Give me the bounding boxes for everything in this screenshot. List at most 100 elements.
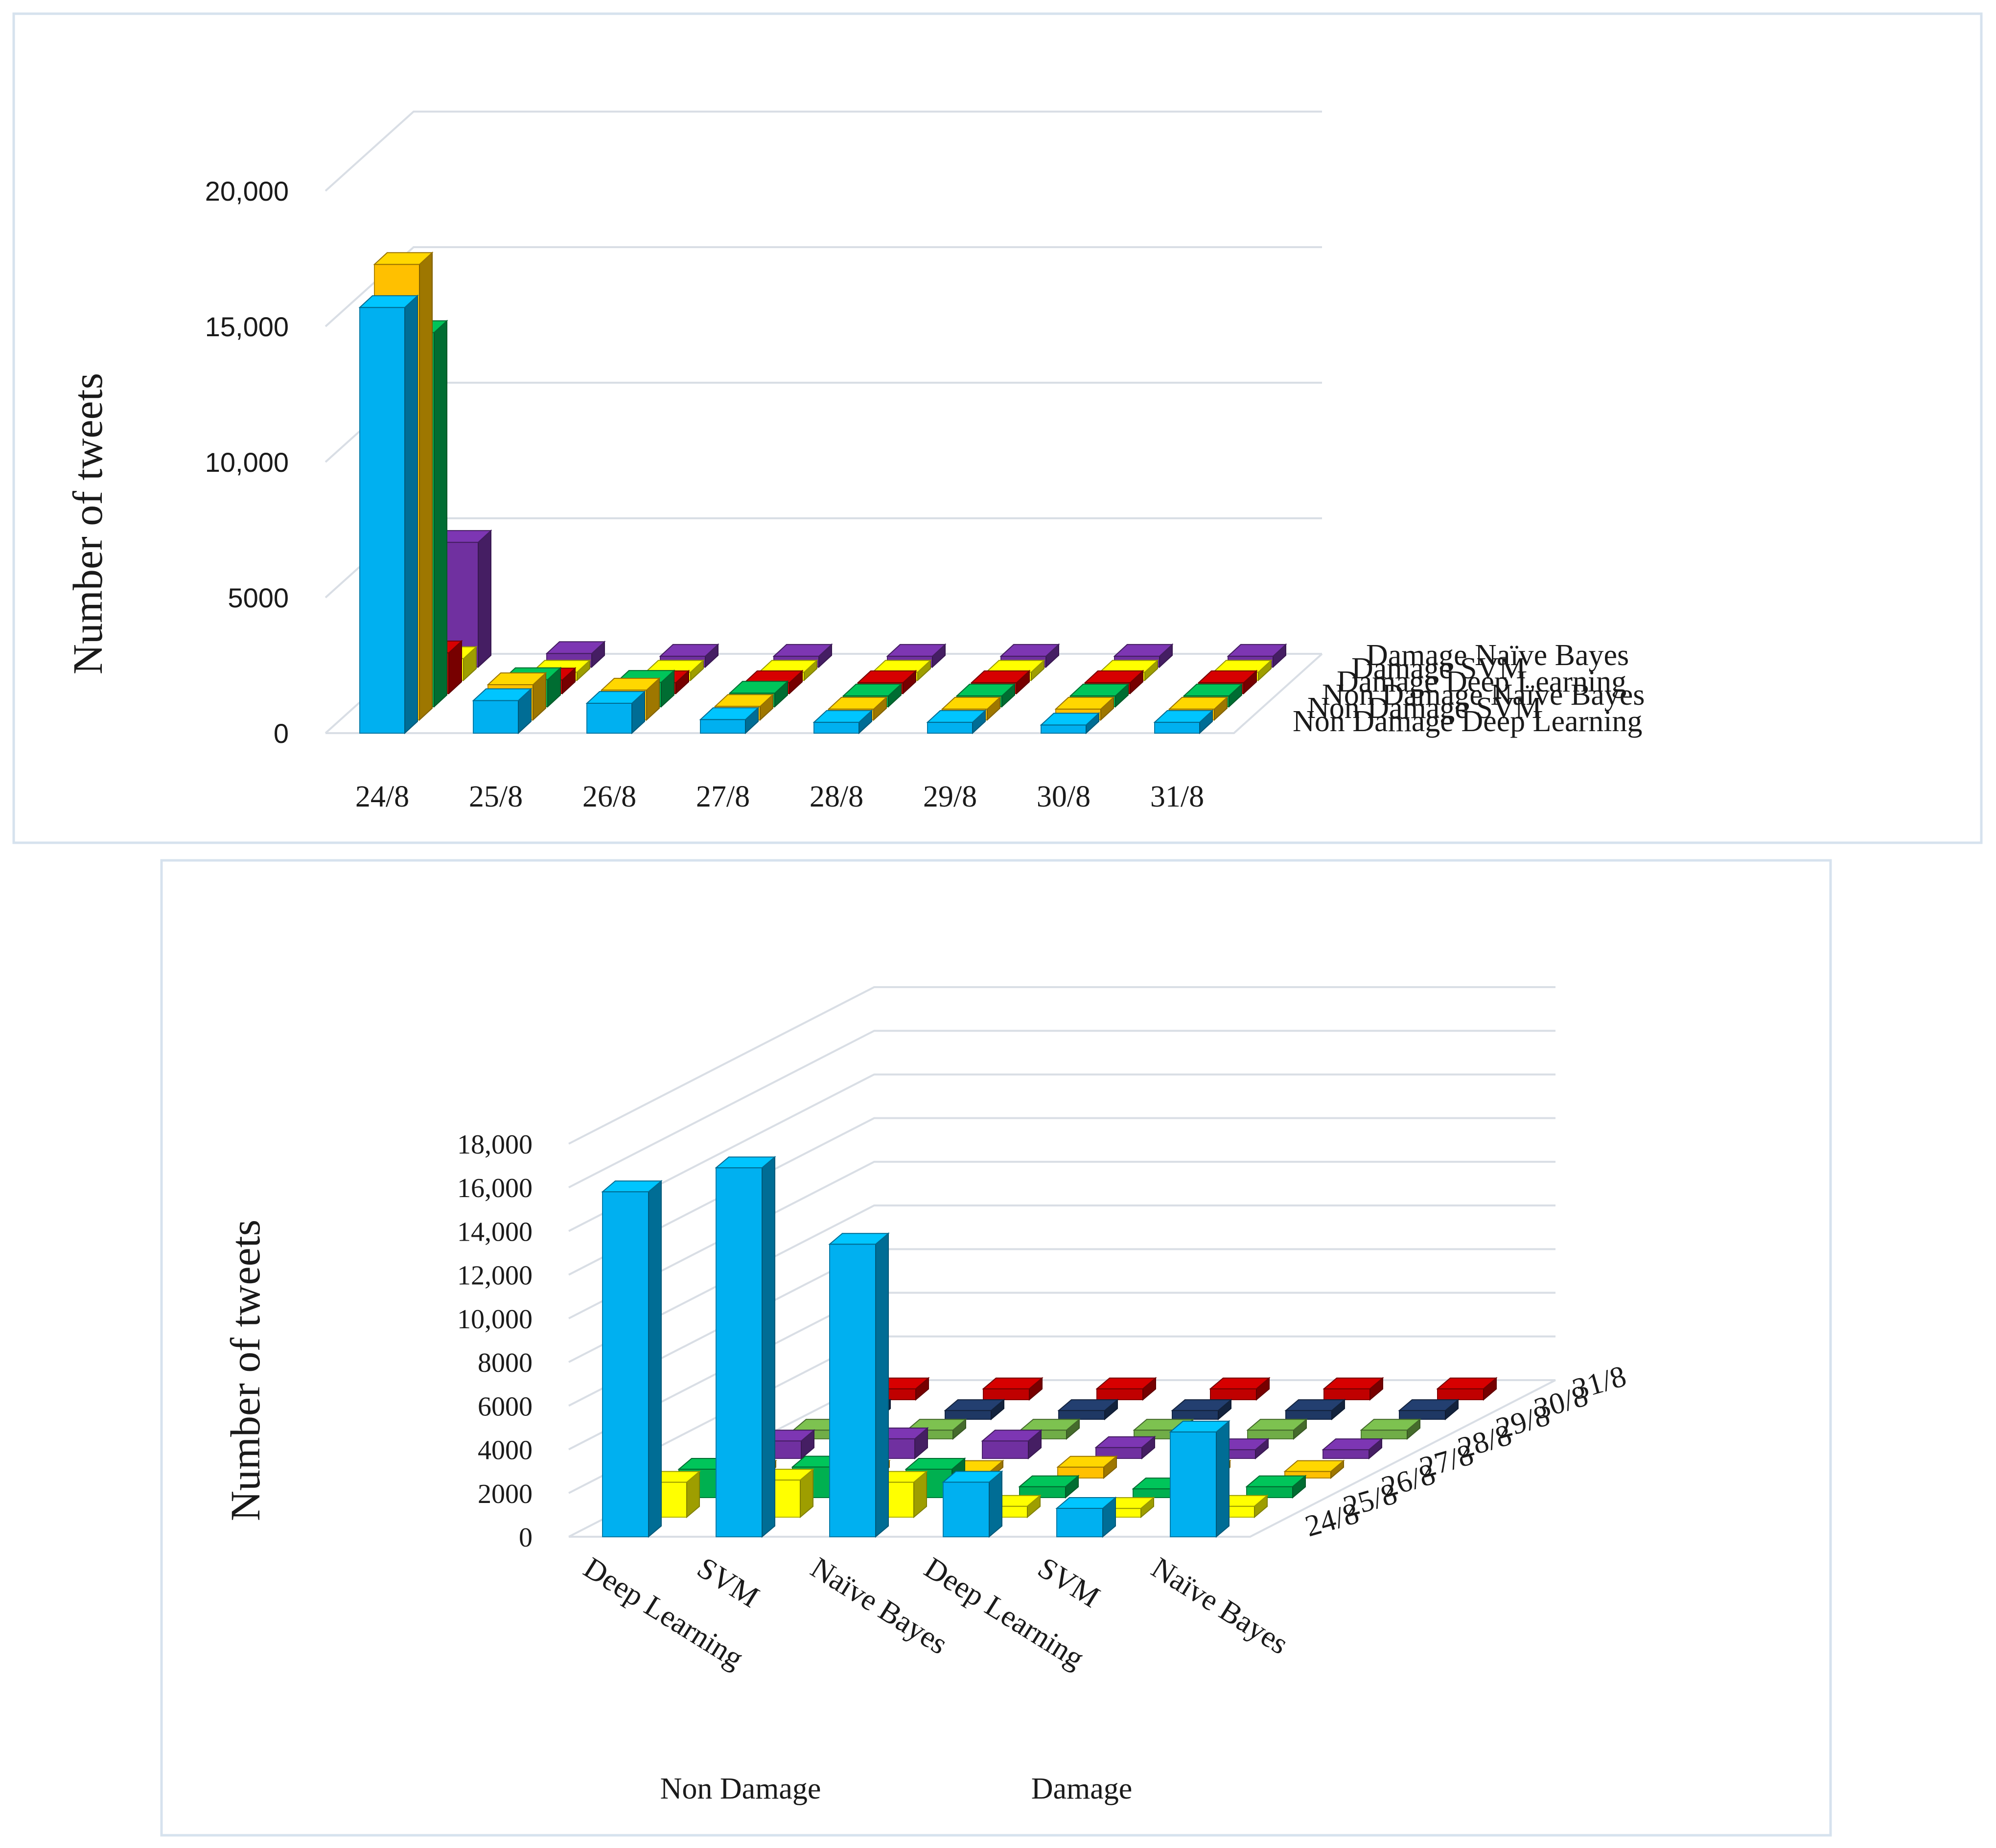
bar-top-face xyxy=(1168,696,1229,710)
bar-top-face xyxy=(812,710,873,723)
bar-front-face xyxy=(1437,1388,1484,1400)
bar-top-face xyxy=(886,644,947,657)
bar-top-face xyxy=(1018,1475,1080,1487)
bar-top-face xyxy=(1055,1497,1117,1509)
bar-top-face xyxy=(955,683,1016,696)
floor-edge xyxy=(569,1379,1556,1538)
chart-2-y-axis-label: Number of tweets xyxy=(222,1220,269,1521)
bar-24-8-svm xyxy=(715,1155,776,1538)
gridline xyxy=(325,111,1322,192)
bar-non-damage-deep-learning-28-8 xyxy=(812,709,873,735)
gridline xyxy=(568,1030,1555,1189)
bar-front-face xyxy=(1041,724,1087,734)
bar-24-8-na-ve-bayes xyxy=(1169,1420,1230,1538)
bar-30-8-deep-learning xyxy=(1171,1398,1232,1421)
bar-front-face xyxy=(700,719,746,734)
bar-front-face xyxy=(473,700,519,734)
bar-front-face xyxy=(1172,1410,1219,1420)
bar-front-face xyxy=(927,721,973,734)
bar-front-face xyxy=(982,1440,1029,1459)
bar-front-face xyxy=(1154,721,1200,734)
bar-top-face xyxy=(487,672,547,685)
bar-side-face xyxy=(434,320,447,708)
bar-30-8-svm xyxy=(1284,1398,1346,1421)
bar-top-face xyxy=(699,707,760,720)
category-label-30-8-6: 30/8 xyxy=(1037,780,1091,813)
bar-top-face xyxy=(1227,644,1287,657)
bar-top-face xyxy=(1183,683,1243,696)
y-tick-label: 16,000 xyxy=(457,1173,533,1203)
chart-1: 0 5000 10,000 15,000 20,000 24/8 25/8 26/8 27/8… xyxy=(64,111,1645,813)
bar-24-8-na-ve-bayes xyxy=(828,1232,890,1538)
bar-top-face xyxy=(1283,1460,1345,1472)
bar-29-8-na-ve-bayes xyxy=(1360,1418,1421,1440)
bar-front-face xyxy=(1361,1430,1408,1439)
bar-non-damage-deep-learning-27-8 xyxy=(699,707,760,735)
group-label-non-damage: Non Damage xyxy=(660,1772,821,1805)
bar-30-8-na-ve-bayes xyxy=(1057,1398,1119,1421)
bar-30-8-svm xyxy=(944,1398,1005,1421)
chart-2-bars xyxy=(601,1155,1498,1538)
series-label-non-damage-svm: Non Damage SVM xyxy=(1307,692,1542,725)
category-label-28-8-4: 28/8 xyxy=(810,780,863,813)
bar-top-face xyxy=(358,295,419,308)
bar-top-face xyxy=(1094,1436,1156,1448)
chart-1-y-axis-label: Number of tweets xyxy=(64,373,111,674)
bar-top-face xyxy=(970,670,1031,683)
y-tick-label: 12,000 xyxy=(457,1261,533,1291)
bar-front-face xyxy=(1096,1388,1143,1400)
bar-top-face xyxy=(1054,696,1115,710)
bar-top-face xyxy=(944,1399,1005,1411)
bar-top-face xyxy=(601,1180,663,1193)
bar-top-face xyxy=(1197,670,1258,683)
series-label-non-damage-na-ve-bayes: Non Damage Naïve Bayes xyxy=(1322,678,1645,712)
bar-top-face xyxy=(905,1458,966,1470)
y-tick-label: 0 xyxy=(519,1523,533,1553)
bar-29-8-svm xyxy=(1246,1418,1308,1440)
category-label-26-8-2: 26/8 xyxy=(582,780,636,813)
y-tick-label: 15,000 xyxy=(205,311,289,342)
bar-top-face xyxy=(1169,1420,1230,1432)
bar-27-8-na-ve-bayes xyxy=(1283,1459,1345,1479)
bar-front-face xyxy=(943,1481,990,1537)
bar-front-face xyxy=(983,1388,1030,1400)
bar-top-face xyxy=(772,644,833,657)
bar-28-8-deep-learning xyxy=(1094,1435,1156,1460)
y-tick-label: 5000 xyxy=(228,582,289,613)
bar-top-face xyxy=(1069,683,1130,696)
bar-top-face xyxy=(926,710,987,723)
bar-top-face xyxy=(1245,1475,1307,1487)
bar-front-face xyxy=(813,721,859,734)
y-tick-label: 8000 xyxy=(478,1348,533,1378)
bar-top-face xyxy=(1398,1399,1460,1411)
bar-front-face xyxy=(1210,1388,1257,1400)
bar-top-face xyxy=(1095,1377,1157,1389)
chart-2-gridlines xyxy=(568,986,1556,1538)
category-label-24-8-0: 24/8 xyxy=(355,780,409,813)
bar-top-face xyxy=(600,678,661,691)
bar-front-face xyxy=(1323,1388,1370,1400)
bar-top-face xyxy=(659,644,719,657)
y-tick-label: 0 xyxy=(274,718,289,749)
bar-front-face xyxy=(1285,1410,1332,1420)
group-label-damage: Damage xyxy=(1031,1772,1133,1805)
bar-top-face xyxy=(857,670,917,683)
chart-2-y-ticks: 0 2000 4000 6000 8000 10,000 12,000 14,000 16,00… xyxy=(457,1130,533,1553)
gridline xyxy=(568,1117,1555,1276)
bar-side-face xyxy=(478,529,491,669)
bar-31-8-na-ve-bayes xyxy=(1095,1377,1157,1401)
bar-top-face xyxy=(1246,1419,1308,1431)
bar-top-face xyxy=(1360,1419,1421,1431)
bar-top-face xyxy=(1019,1419,1081,1431)
bar-front-face xyxy=(586,703,632,734)
bar-31-8-svm xyxy=(1323,1377,1384,1401)
bar-top-face xyxy=(714,694,774,707)
chart-1-y-ticks: 0 5000 10,000 15,000 20,000 xyxy=(205,176,289,749)
bar-top-face xyxy=(373,252,434,265)
bar-28-8-na-ve-bayes xyxy=(1322,1437,1383,1460)
gridline xyxy=(568,1204,1555,1363)
y-tick-label: 2000 xyxy=(478,1479,533,1509)
y-tick-label: 20,000 xyxy=(205,176,289,207)
bar-24-8-deep-learning xyxy=(601,1179,663,1538)
y-tick-label: 6000 xyxy=(478,1391,533,1422)
